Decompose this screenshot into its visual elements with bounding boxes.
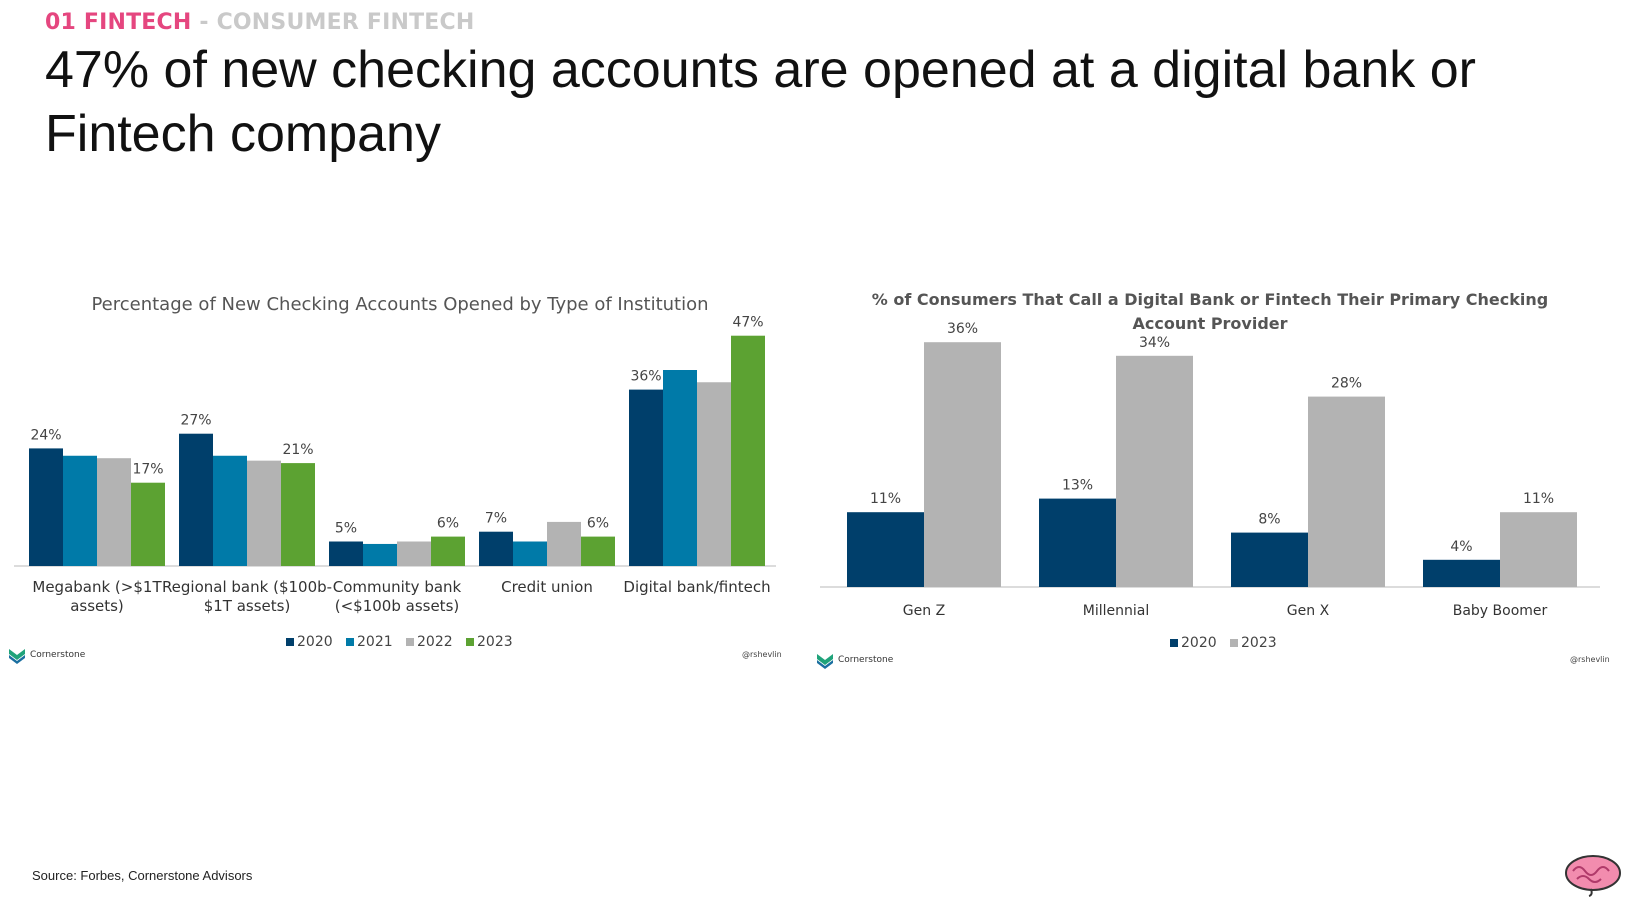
legend-label: 2021	[357, 634, 393, 650]
kicker-separator: -	[191, 10, 217, 35]
data-label: 6%	[587, 516, 609, 532]
bar	[431, 536, 465, 566]
bar	[1500, 512, 1577, 587]
cornerstone-logo: Cornerstone	[8, 646, 85, 664]
legend-label: 2023	[1241, 635, 1277, 651]
chart1-title: Percentage of New Checking Accounts Open…	[91, 294, 709, 315]
bar	[131, 482, 165, 566]
bar	[731, 335, 765, 566]
data-label: 8%	[1258, 512, 1280, 528]
data-label: 34%	[1139, 335, 1170, 351]
tick-label: Millennial	[1083, 603, 1149, 619]
data-label: 36%	[630, 369, 661, 385]
bar	[581, 536, 615, 566]
data-label: 17%	[132, 462, 163, 478]
tick-label: Megabank (>$1T	[32, 578, 162, 596]
brain-icon	[1565, 855, 1621, 897]
chart2-title: % of Consumers That Call a Digital Bank …	[871, 290, 1549, 333]
data-label: 24%	[30, 427, 61, 443]
data-label: 6%	[437, 516, 459, 532]
author-handle: @rshevlin	[1570, 655, 1610, 664]
data-label: 28%	[1331, 376, 1362, 392]
bar	[179, 433, 213, 566]
author-handle: @rshevlin	[742, 650, 782, 659]
tick-label: Gen Z	[903, 603, 945, 619]
bar	[663, 370, 697, 566]
bar	[924, 342, 1001, 587]
legend-swatch	[346, 638, 354, 646]
legend-swatch	[406, 638, 414, 646]
tick-label: (<$100b assets)	[335, 597, 459, 615]
tick-label: Baby Boomer	[1453, 603, 1548, 619]
bar	[1423, 559, 1500, 587]
page-title: 47% of new checking accounts are opened …	[45, 41, 1476, 163]
cornerstone-logo: Cornerstone	[816, 651, 893, 669]
logo-text: Cornerstone	[30, 650, 86, 660]
data-label: 13%	[1062, 478, 1093, 494]
data-label: 4%	[1450, 539, 1472, 555]
legend-swatch	[1230, 639, 1238, 647]
bar	[629, 389, 663, 566]
tick-label: Regional bank ($100b-	[162, 578, 332, 596]
tick-label: Gen X	[1287, 603, 1330, 619]
data-label: 7%	[485, 511, 507, 527]
bar	[847, 512, 924, 587]
data-label: 36%	[947, 321, 978, 337]
cornerstone-logo-icon	[817, 654, 833, 669]
logo-text: Cornerstone	[838, 655, 894, 665]
bar	[97, 458, 131, 566]
data-label: 11%	[1523, 491, 1554, 507]
legend-label: 2020	[1181, 635, 1217, 651]
bar	[1308, 396, 1385, 587]
bar	[247, 460, 281, 566]
legend-swatch	[466, 638, 474, 646]
bar	[363, 543, 397, 566]
bar	[63, 455, 97, 566]
bar	[397, 541, 431, 566]
bar	[479, 531, 513, 566]
legend-label: 2022	[417, 634, 453, 650]
tick-label: assets)	[70, 597, 124, 615]
bar	[213, 455, 247, 566]
data-label: 21%	[282, 442, 313, 458]
legend-swatch	[1170, 639, 1178, 647]
source-note: Source: Forbes, Cornerstone Advisors	[32, 868, 253, 883]
bar	[329, 541, 363, 566]
bar	[547, 521, 581, 566]
tick-label: $1T assets)	[204, 597, 291, 615]
tick-label: Community bank	[333, 578, 462, 596]
kicker-topic: CONSUMER FINTECH	[216, 10, 475, 35]
data-label: 27%	[180, 413, 211, 429]
chart2-plot: Gen Z Millennial Gen X Baby Boomer 11% 36% 13%…	[820, 321, 1600, 651]
legend-swatch	[286, 638, 294, 646]
legend-label: 2020	[297, 634, 333, 650]
bar	[29, 448, 63, 566]
legend-label: 2023	[477, 634, 513, 650]
bar	[513, 541, 547, 566]
tick-label: Credit union	[501, 578, 593, 596]
bar	[1116, 355, 1193, 587]
kicker-section: 01 FINTECH	[45, 10, 192, 35]
tick-label: Digital bank/fintech	[623, 578, 770, 596]
cornerstone-logo-icon	[9, 649, 25, 664]
bar	[1039, 498, 1116, 587]
data-label: 5%	[335, 521, 357, 537]
bar	[697, 382, 731, 566]
bar	[1231, 532, 1308, 587]
bar	[281, 463, 315, 566]
data-label: 47%	[732, 315, 763, 331]
data-label: 11%	[870, 491, 901, 507]
section-kicker: 01 FINTECH - CONSUMER FINTECH	[45, 10, 474, 35]
